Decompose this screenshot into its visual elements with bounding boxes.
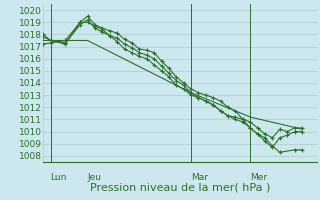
Text: Pression niveau de la mer( hPa ): Pression niveau de la mer( hPa ) [90,183,270,193]
Text: Jeu: Jeu [88,173,101,182]
Text: Lun: Lun [51,173,67,182]
Text: Mar: Mar [191,173,208,182]
Text: Mer: Mer [250,173,268,182]
